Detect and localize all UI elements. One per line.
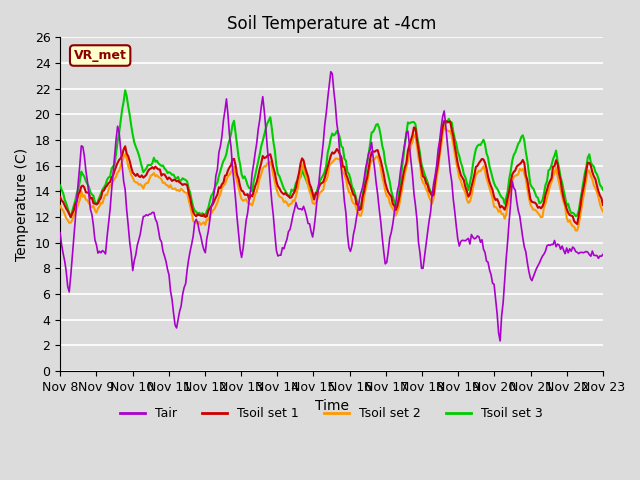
Tsoil set 3	[239, 175, 247, 181]
Tair	[599, 252, 607, 257]
Legend: Tair, Tsoil set 1, Tsoil set 2, Tsoil set 3: Tair, Tsoil set 1, Tsoil set 2, Tsoil se…	[115, 402, 548, 425]
Tair	[245, 197, 253, 203]
Tsoil set 2	[294, 187, 301, 192]
Tsoil set 2	[218, 185, 226, 191]
Tsoil set 1	[599, 202, 607, 208]
Tair	[123, 207, 131, 213]
Tsoil set 1	[573, 221, 581, 227]
Tair	[327, 69, 335, 74]
Line: Tair: Tair	[60, 72, 603, 341]
Tsoil set 1	[123, 151, 131, 156]
Tsoil set 2	[570, 224, 578, 230]
Tsoil set 2	[245, 201, 253, 207]
Tair	[572, 249, 580, 254]
Tsoil set 2	[236, 192, 244, 197]
Tsoil set 1	[236, 183, 244, 189]
Line: Tsoil set 2: Tsoil set 2	[60, 126, 603, 230]
Tair	[294, 205, 301, 211]
Tsoil set 1	[56, 194, 64, 200]
Tsoil set 3	[67, 215, 75, 220]
Tsoil set 3	[248, 189, 256, 194]
X-axis label: Time: Time	[314, 399, 349, 413]
Tsoil set 2	[599, 209, 607, 215]
Tsoil set 3	[122, 87, 129, 93]
Tair	[218, 133, 226, 139]
Tsoil set 2	[572, 228, 580, 233]
Tsoil set 2	[56, 203, 64, 209]
Tair	[496, 338, 504, 344]
Tair	[56, 230, 64, 236]
Title: Soil Temperature at -4cm: Soil Temperature at -4cm	[227, 15, 436, 33]
Tsoil set 3	[297, 174, 305, 180]
Tsoil set 3	[56, 182, 64, 188]
Tsoil set 1	[570, 218, 578, 224]
Tsoil set 2	[123, 156, 131, 161]
Tsoil set 3	[221, 156, 228, 161]
Tsoil set 1	[218, 181, 226, 187]
Tair	[236, 246, 244, 252]
Line: Tsoil set 1: Tsoil set 1	[60, 121, 603, 224]
Tsoil set 3	[126, 112, 134, 118]
Tsoil set 1	[442, 118, 449, 124]
Y-axis label: Temperature (C): Temperature (C)	[15, 148, 29, 261]
Text: VR_met: VR_met	[74, 49, 127, 62]
Tsoil set 3	[572, 214, 580, 219]
Tsoil set 2	[440, 123, 448, 129]
Tsoil set 3	[599, 187, 607, 193]
Line: Tsoil set 3: Tsoil set 3	[60, 90, 603, 217]
Tsoil set 1	[245, 197, 253, 203]
Tsoil set 1	[294, 177, 301, 182]
